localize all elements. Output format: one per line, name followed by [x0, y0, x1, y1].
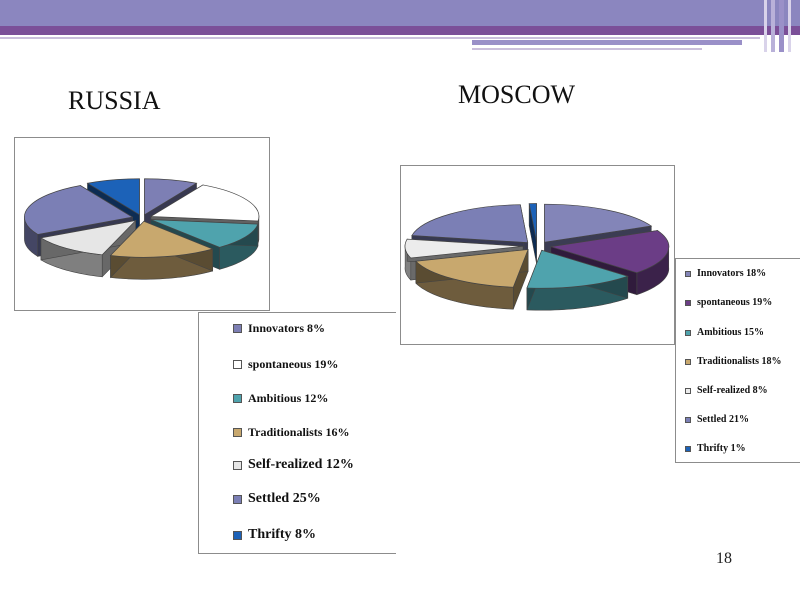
pie-slice-top [86, 178, 140, 216]
legend-label: Innovators 18% [697, 268, 767, 279]
russia-legend-self-realized: Self-realized 12% [233, 457, 354, 473]
page-number: 18 [716, 550, 732, 567]
legend-label: Thrifty 1% [697, 443, 746, 454]
pie-slice-top [24, 185, 134, 235]
legend-label: Ambitious 15% [697, 327, 764, 338]
russia-legend-settled: Settled 25% [233, 491, 321, 507]
legend-swatch [685, 445, 691, 452]
legend-label: Ambitious 12% [248, 391, 329, 405]
legend-swatch [233, 460, 242, 470]
legend-swatch [685, 270, 691, 277]
legend-swatch [685, 387, 691, 394]
header-thin-line [0, 37, 760, 39]
moscow-legend-self-realized: Self-realized 8% [685, 385, 768, 396]
header-vertical-1 [764, 0, 767, 52]
header-accent-bar [472, 40, 742, 45]
russia-legend-traditionalists: Traditionalists 16% [233, 425, 349, 440]
legend-swatch [685, 329, 691, 336]
legend-label: Settled 21% [697, 414, 749, 425]
legend-label: Thrifty 8% [248, 527, 317, 542]
legend-label: Self-realized 12% [248, 457, 354, 472]
header-stripe [0, 26, 800, 35]
russia-legend-innovators: Innovators 8% [233, 321, 325, 336]
legend-swatch [233, 360, 242, 369]
pie-slice-top [550, 230, 670, 274]
moscow-legend-thrifty: Thrifty 1% [685, 443, 746, 454]
moscow-legend-ambitious: Ambitious 15% [685, 327, 764, 338]
moscow-legend-settled: Settled 21% [685, 414, 749, 425]
legend-swatch [233, 428, 242, 437]
legend-swatch [685, 416, 691, 423]
legend-label: Traditionalists 16% [248, 425, 350, 439]
russia-title: RUSSIA [68, 86, 161, 115]
pie-slice-top [528, 203, 537, 242]
legend-swatch [233, 394, 242, 403]
russia-legend-thrifty: Thrifty 8% [233, 527, 316, 543]
moscow-title: MOSCOW [458, 80, 576, 109]
moscow-legend-traditionalists: Traditionalists 18% [685, 356, 782, 367]
pie-slice-traditionalists [109, 220, 214, 280]
header-band [0, 0, 800, 26]
legend-swatch [233, 494, 242, 504]
legend-label: Traditionalists 18% [697, 356, 782, 367]
pie-slice-thrifty [528, 203, 537, 264]
moscow-pie-svg [404, 203, 670, 311]
russia-pie-chart [14, 137, 270, 311]
pie-slice-top [544, 203, 653, 243]
pie-slice-top [144, 178, 198, 216]
russia-pie-svg [24, 178, 260, 280]
moscow-legend-innovators: Innovators 18% [685, 268, 766, 279]
legend-swatch [233, 324, 242, 333]
legend-swatch [233, 530, 242, 540]
header-vertical-2 [771, 0, 775, 52]
legend-label: spontaneous 19% [697, 297, 773, 308]
pie-slice-top [149, 184, 260, 222]
pie-slice-traditionalists [415, 249, 529, 310]
russia-legend-spontaneous: spontaneous 19% [233, 357, 338, 372]
pie-slice-top [526, 249, 629, 289]
russia-legend: Innovators 8% spontaneous 19% Ambitious … [198, 312, 396, 554]
pie-slice-top [415, 249, 529, 288]
pie-slice-top [404, 238, 524, 259]
header-vertical-4 [788, 0, 791, 52]
pie-slice-ambitious [526, 249, 629, 311]
moscow-legend: Innovators 18% spontaneous 19% Ambitious… [675, 258, 800, 463]
header-accent-line [472, 48, 702, 50]
moscow-pie-chart [400, 165, 675, 345]
header-vertical-3 [779, 0, 784, 52]
legend-label: spontaneous 19% [248, 357, 339, 371]
pie-slice-top [40, 220, 137, 256]
russia-legend-ambitious: Ambitious 12% [233, 391, 328, 406]
legend-label: Innovators 8% [248, 321, 326, 335]
legend-label: Self-realized 8% [697, 385, 768, 396]
legend-swatch [685, 299, 691, 306]
legend-label: Settled 25% [248, 491, 321, 506]
moscow-legend-spontaneous: spontaneous 19% [685, 297, 772, 308]
pie-slice-top [411, 204, 529, 243]
pie-slice-top [150, 219, 259, 248]
pie-slice-top [109, 220, 214, 258]
legend-swatch [685, 358, 691, 365]
